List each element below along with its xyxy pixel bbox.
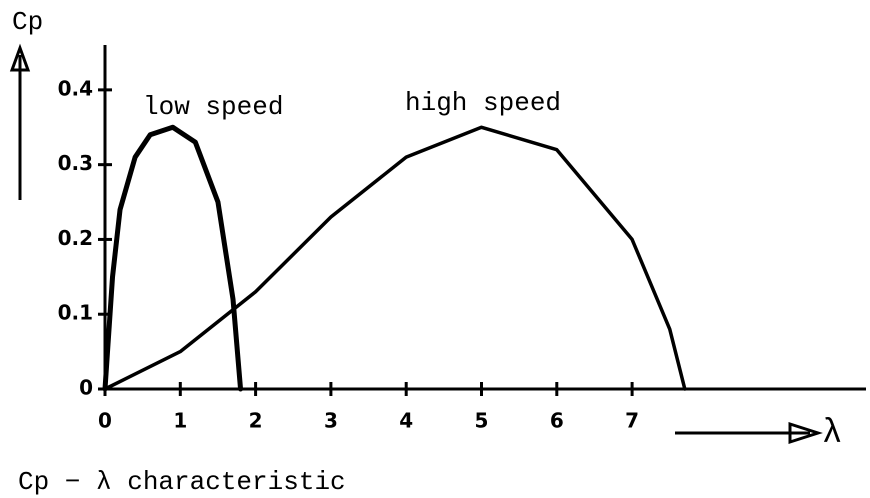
annotation: high speed	[405, 88, 561, 118]
y-tick-label: 0.3	[58, 151, 93, 175]
y-arrow-head	[9, 43, 31, 72]
y-tick-label: 0	[79, 376, 93, 400]
x-tick-label: 5	[475, 409, 489, 433]
x-tick-label: 7	[625, 409, 639, 433]
x-tick-label: 0	[98, 409, 112, 433]
y-tick-label: 0.1	[58, 301, 93, 325]
x-arrow-head	[788, 421, 823, 445]
y-tick-label: 0.4	[58, 76, 93, 100]
x-tick-label: 1	[173, 409, 187, 433]
x-tick-label: 3	[324, 409, 338, 433]
y-tick-label: 0.2	[58, 226, 93, 250]
y-axis-label: Cp	[12, 7, 43, 37]
line	[103, 125, 687, 391]
annotation: low speed	[143, 92, 283, 122]
x-tick-label: 2	[249, 409, 263, 433]
line	[102, 124, 244, 392]
x-tick-label: 6	[550, 409, 564, 433]
caption: Cp − λ characteristic	[18, 467, 346, 497]
x-axis-label: λ	[822, 415, 842, 453]
x-tick-label: 4	[399, 409, 413, 433]
